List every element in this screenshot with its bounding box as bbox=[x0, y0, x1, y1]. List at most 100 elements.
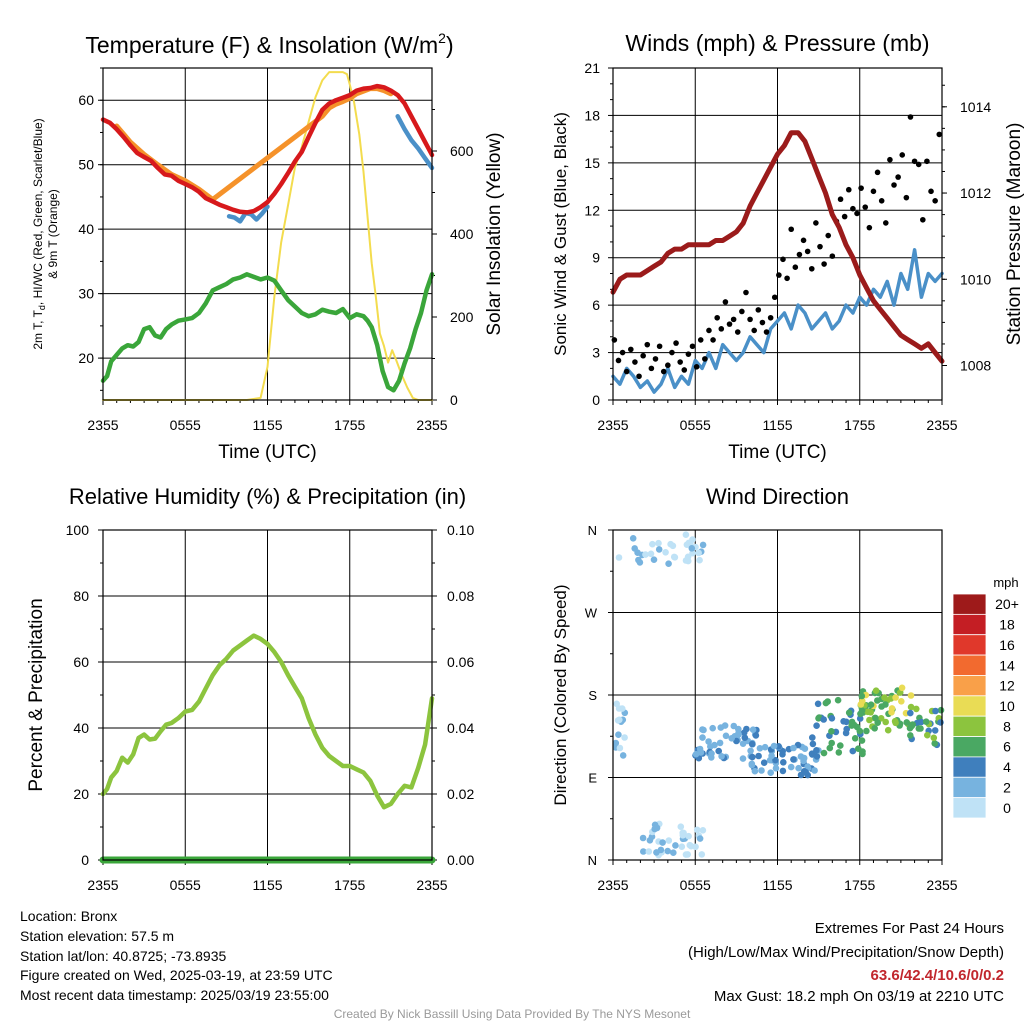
colorbar: mph 20+ 18 16 14 12 10 8 6 4 2 0 bbox=[952, 575, 1019, 819]
wind-direction-point bbox=[647, 550, 655, 558]
gust-point bbox=[924, 158, 930, 165]
wind-direction-point bbox=[907, 732, 914, 739]
gust-point bbox=[920, 216, 926, 223]
colorbar-label: 2 bbox=[1003, 779, 1011, 795]
wind-direction-point bbox=[871, 725, 878, 732]
wind-direction-point bbox=[779, 747, 786, 755]
gust-point bbox=[681, 367, 688, 373]
wind-direction-point bbox=[834, 696, 842, 704]
gust-point bbox=[710, 337, 716, 343]
colorbar-swatch bbox=[952, 613, 987, 636]
x-tick-label: 2355 bbox=[926, 877, 957, 893]
wind-direction-point bbox=[824, 698, 831, 705]
wind-direction-point bbox=[653, 824, 661, 832]
y-tick-label: 50 bbox=[78, 157, 94, 173]
wind-direction-point bbox=[820, 716, 827, 723]
wind-direction-point bbox=[619, 752, 627, 759]
wind-direction-point bbox=[858, 692, 866, 700]
y-tick-label: 20 bbox=[78, 350, 94, 366]
wind-direction-point bbox=[677, 823, 685, 830]
x-tick-label: 0555 bbox=[680, 417, 711, 433]
gust-point bbox=[636, 373, 642, 380]
x-tick-label: 2355 bbox=[597, 417, 628, 433]
wind-direction-point bbox=[872, 714, 879, 722]
wind-direction-point bbox=[665, 837, 673, 844]
wind-direction-point bbox=[700, 726, 707, 734]
colorbar-title: mph bbox=[993, 575, 1018, 590]
wind-direction-point bbox=[761, 743, 769, 751]
pressure-line bbox=[610, 130, 945, 364]
wind-direction-point bbox=[721, 722, 729, 729]
gust-point bbox=[776, 272, 782, 278]
colorbar-label: 20+ bbox=[995, 596, 1019, 612]
wind-direction-point bbox=[740, 729, 748, 736]
wind-direction-point bbox=[748, 761, 756, 769]
wind-direction-point bbox=[621, 734, 628, 741]
colorbar-label: 8 bbox=[1003, 718, 1011, 734]
wind-direction-point bbox=[937, 706, 945, 714]
gust-point bbox=[858, 185, 864, 191]
y-axis-title-line2: & 9m T (Orange) bbox=[46, 189, 60, 279]
y-tick-label: N bbox=[588, 853, 597, 868]
y-tick-label: 20 bbox=[73, 786, 89, 802]
wind-direction-point bbox=[878, 703, 885, 710]
extremes-subtitle: (High/Low/Max Wind/Precipitation/Snow De… bbox=[688, 944, 1004, 961]
wind-direction-point bbox=[790, 744, 797, 752]
wind-direction-point bbox=[922, 718, 930, 725]
wind-direction-point bbox=[809, 751, 816, 758]
wind-chill-line bbox=[395, 114, 435, 171]
y2-tick-label: 0.00 bbox=[447, 852, 474, 868]
wind-direction-point bbox=[751, 767, 759, 775]
gust-point bbox=[825, 232, 832, 239]
wind-direction-point bbox=[684, 553, 692, 561]
gust-point bbox=[751, 327, 757, 334]
wind-direction-point bbox=[797, 771, 805, 779]
wind-direction-point bbox=[670, 849, 677, 856]
y-tick-label: 80 bbox=[73, 588, 89, 604]
wind-direction-point bbox=[735, 731, 742, 738]
wind-direction-point bbox=[649, 540, 656, 548]
y-tick-label: 18 bbox=[584, 107, 600, 123]
wind-direction-point bbox=[696, 556, 703, 564]
gust-point bbox=[706, 327, 712, 334]
wind-direction-point bbox=[937, 719, 944, 726]
wind-direction-point bbox=[655, 546, 663, 553]
wind-direction-point bbox=[867, 701, 875, 708]
gust-point bbox=[928, 188, 934, 195]
y2-tick-label: 0.10 bbox=[447, 522, 474, 538]
gust-point bbox=[648, 365, 655, 372]
y-tick-label: 12 bbox=[584, 202, 600, 218]
solar-insolation-line bbox=[102, 71, 433, 401]
wind-direction-point bbox=[907, 709, 914, 717]
gust-point bbox=[677, 359, 683, 365]
colorbar-swatch bbox=[952, 654, 987, 676]
gust-point bbox=[837, 196, 844, 203]
wind-direction-point bbox=[892, 694, 899, 701]
wind-direction-point bbox=[931, 740, 938, 747]
gust-point bbox=[714, 314, 720, 321]
gust-point bbox=[874, 169, 881, 176]
wind-direction-point bbox=[924, 731, 931, 739]
y-tick-label: 15 bbox=[584, 155, 600, 171]
gust-point bbox=[730, 316, 737, 323]
wind-direction-point bbox=[800, 757, 807, 765]
y-title-subscript: d bbox=[37, 305, 47, 310]
y-tick-label: S bbox=[588, 688, 597, 703]
wind-direction-point bbox=[760, 759, 768, 766]
x-tick-label: 2355 bbox=[416, 877, 447, 893]
x-tick-label: 0555 bbox=[170, 877, 201, 893]
y-tick-label: 60 bbox=[78, 92, 94, 108]
wind-direction-point bbox=[693, 826, 701, 834]
wind-direction-point bbox=[741, 734, 749, 741]
gust-point bbox=[628, 346, 634, 353]
wind-direction-point bbox=[650, 556, 658, 563]
y-axis-title: Percent & Precipitation bbox=[26, 598, 47, 791]
y-tick-label: 9 bbox=[592, 250, 600, 266]
y-tick-label: 21 bbox=[584, 60, 600, 76]
colorbar-label: 0 bbox=[1003, 800, 1011, 816]
y2-tick-label: 0.04 bbox=[447, 720, 474, 736]
gust-point bbox=[652, 356, 659, 362]
wind-direction-point bbox=[618, 705, 626, 712]
gust-point bbox=[887, 156, 893, 163]
gust-point bbox=[784, 275, 790, 282]
